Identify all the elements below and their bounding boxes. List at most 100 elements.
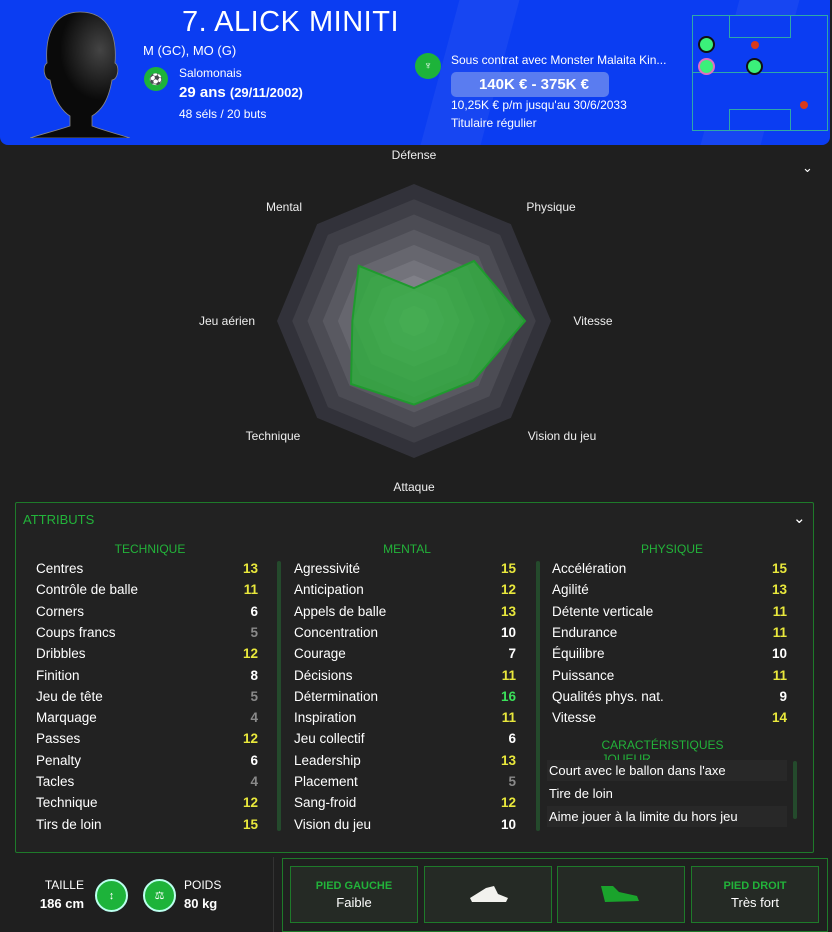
- attribute-name: Penalty: [36, 752, 82, 768]
- left-foot-label: PIED GAUCHE: [315, 879, 393, 892]
- attribute-row[interactable]: Contrôle de balle 11: [36, 579, 258, 600]
- attribute-row[interactable]: Courage 7: [294, 643, 516, 664]
- attribute-row[interactable]: Finition 8: [36, 665, 258, 686]
- attributes-chevron-icon[interactable]: ⌄: [793, 510, 806, 527]
- attribute-row[interactable]: Détente verticale 11: [552, 601, 787, 622]
- attribute-value: 11: [501, 710, 516, 726]
- contract-wage: 10,25K € p/m jusqu'au 30/6/2033: [451, 98, 627, 112]
- attribute-row[interactable]: Équilibre 10: [552, 643, 787, 664]
- transfer-value: 140K € - 375K €: [451, 72, 609, 97]
- attribute-row[interactable]: Technique 12: [36, 792, 258, 813]
- height-label: TAILLE: [44, 878, 84, 892]
- attribute-row[interactable]: Endurance 11: [552, 622, 787, 643]
- radar-axis-label: Technique: [245, 429, 301, 443]
- club-logo-icon[interactable]: ♆: [415, 53, 441, 79]
- attribute-name: Technique: [36, 795, 98, 811]
- attribute-value: 4: [250, 710, 258, 726]
- attribute-row[interactable]: Placement 5: [294, 771, 516, 792]
- attribute-value: 5: [250, 688, 258, 704]
- attribute-name: Dribbles: [36, 646, 86, 662]
- technique-scrollbar[interactable]: [277, 561, 281, 831]
- mental-scrollbar[interactable]: [536, 561, 540, 831]
- attribute-name: Agilité: [552, 582, 589, 598]
- attribute-value: 4: [250, 774, 258, 789]
- attribute-value: 9: [779, 688, 787, 704]
- attribute-row[interactable]: Jeu de tête 5: [36, 686, 258, 707]
- attribute-name: Agressivité: [294, 561, 361, 576]
- attribute-row[interactable]: Inspiration 11: [294, 707, 516, 728]
- attribute-name: Anticipation: [294, 582, 364, 598]
- mental-header: MENTAL: [383, 542, 431, 556]
- attribute-row[interactable]: Concentration 10: [294, 622, 516, 643]
- attribute-row[interactable]: Leadership 13: [294, 750, 516, 771]
- attribute-row[interactable]: Vision du jeu 10: [294, 814, 516, 835]
- attribute-row[interactable]: Passes 12: [36, 728, 258, 749]
- attribute-value: 12: [242, 646, 258, 662]
- attribute-value: 11: [772, 603, 787, 619]
- traits-scrollbar[interactable]: [793, 761, 797, 819]
- player-caps: 48 séls / 20 buts: [179, 107, 267, 121]
- left-boot-icon: [470, 885, 508, 902]
- attribute-row[interactable]: Marquage 4: [36, 707, 258, 728]
- attribute-name: Marquage: [36, 710, 97, 726]
- right-foot-value: Très fort: [731, 894, 779, 910]
- attribute-value: 6: [250, 752, 258, 768]
- attribute-row[interactable]: Agilité 13: [552, 579, 787, 600]
- attribute-value: 6: [508, 731, 516, 747]
- attribute-name: Appels de balle: [294, 603, 387, 619]
- attribute-name: Placement: [294, 774, 358, 789]
- attribute-value: 5: [508, 774, 516, 789]
- attribute-row[interactable]: Puissance 11: [552, 665, 787, 686]
- attribute-value: 12: [242, 731, 258, 747]
- attribute-row[interactable]: Coups francs 5: [36, 622, 258, 643]
- attribute-name: Sang-froid: [294, 795, 357, 811]
- trait-item: Aime jouer à la limite du hors jeu: [547, 806, 787, 827]
- right-boot-icon: [601, 885, 639, 902]
- attribute-row[interactable]: Anticipation 12: [294, 579, 516, 600]
- attribute-row[interactable]: Appels de balle 13: [294, 601, 516, 622]
- attribute-name: Courage: [294, 646, 346, 662]
- attribute-name: Inspiration: [294, 710, 357, 726]
- height-value: 186 cm: [39, 896, 84, 911]
- attribute-name: Tacles: [36, 774, 75, 789]
- technique-header: TECHNIQUE: [114, 542, 186, 556]
- attribute-name: Endurance: [552, 624, 618, 640]
- right-boot-box: [557, 866, 685, 923]
- player-silhouette: [30, 11, 130, 138]
- attribute-row[interactable]: Dribbles 12: [36, 643, 258, 664]
- attribute-row[interactable]: Jeu collectif 6: [294, 728, 516, 749]
- attribute-row[interactable]: Qualités phys. nat. 9: [552, 686, 787, 707]
- attribute-name: Équilibre: [552, 646, 605, 662]
- contract-club[interactable]: Sous contrat avec Monster Malaita Kin...: [451, 53, 667, 67]
- attribute-row[interactable]: Sang-froid 12: [294, 792, 516, 813]
- attribute-row[interactable]: Accélération 15: [552, 558, 787, 579]
- nationality[interactable]: Salomonais: [179, 66, 242, 80]
- attribute-value: 5: [250, 624, 258, 640]
- attribute-row[interactable]: Corners 6: [36, 601, 258, 622]
- attribute-value: 11: [501, 667, 516, 683]
- attribute-value: 6: [250, 603, 258, 619]
- attribute-value: 16: [500, 688, 516, 704]
- attribute-value: 13: [500, 603, 516, 619]
- attribute-row[interactable]: Décisions 11: [294, 665, 516, 686]
- attribute-value: 15: [771, 561, 787, 576]
- attribute-name: Finition: [36, 667, 80, 683]
- attribute-name: Tirs de loin: [36, 816, 102, 832]
- attribute-value: 11: [772, 667, 787, 683]
- attribute-row[interactable]: Penalty 6: [36, 750, 258, 771]
- attribute-name: Puissance: [552, 667, 615, 683]
- radar-axis-label: Vision du jeu: [527, 429, 597, 443]
- collapse-chevron-icon[interactable]: ⌄: [802, 160, 813, 175]
- attribute-name: Qualités phys. nat.: [552, 688, 664, 704]
- attribute-value: 13: [500, 752, 516, 768]
- attribute-row[interactable]: Tirs de loin 15: [36, 814, 258, 835]
- attribute-value: 12: [500, 795, 516, 811]
- attribute-row[interactable]: Détermination 16: [294, 686, 516, 707]
- attribute-value: 10: [500, 624, 516, 640]
- attribute-row[interactable]: Tacles 4: [36, 771, 258, 792]
- attribute-row[interactable]: Centres 13: [36, 558, 258, 579]
- attribute-row[interactable]: Vitesse 14: [552, 707, 787, 728]
- right-foot-label: PIED DROIT: [723, 879, 787, 892]
- attribute-row[interactable]: Agressivité 15: [294, 558, 516, 579]
- left-foot-value: Faible: [336, 894, 372, 910]
